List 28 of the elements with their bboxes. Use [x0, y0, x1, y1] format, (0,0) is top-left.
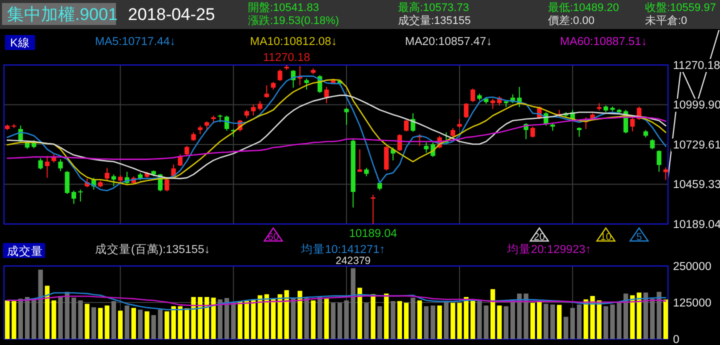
text: 價差:0.00 — [548, 15, 594, 27]
text: MA5:10717.44↓ — [95, 36, 176, 48]
text: MA10:10812.08↓ — [250, 36, 337, 48]
annotation: 11270.18 — [263, 52, 310, 64]
chart-title: 集中加權.9001 — [7, 5, 118, 24]
y-tick-label: 10729.61 — [673, 140, 720, 152]
text: 最低:10489.20 — [548, 2, 619, 14]
text: 未平倉:0 — [645, 14, 688, 27]
text: 開盤:10541.83 — [248, 2, 319, 14]
text: 均量10:141271↑ — [300, 243, 386, 256]
text: 漲跌:19.53(0.18%) — [248, 15, 340, 27]
text: 收盤:10559.97 — [645, 2, 716, 14]
y-tick-label: 250000 — [673, 261, 712, 273]
data-label: 242379 — [336, 255, 371, 268]
text: 最高:10573.73 — [398, 1, 469, 14]
chart-title: 成交量 — [7, 244, 43, 258]
text: 成交量(百萬):135155↓ — [95, 242, 210, 256]
text: MA60:10887.51↓ — [560, 36, 647, 48]
text: 均量20:129923↑ — [506, 243, 592, 256]
annotation: 10189.04 — [349, 228, 398, 240]
chart-subtitle: 2018-04-25 — [128, 5, 215, 24]
y-tick-label: 0 — [673, 334, 680, 345]
text: K線 — [10, 36, 30, 50]
y-tick-label: 125000 — [673, 298, 712, 310]
text: 5 — [636, 232, 642, 243]
text: 成交量:135155 — [398, 14, 471, 27]
y-tick-label: 11270.18 — [673, 60, 720, 72]
text: MA20:10857.47↓ — [405, 36, 492, 48]
